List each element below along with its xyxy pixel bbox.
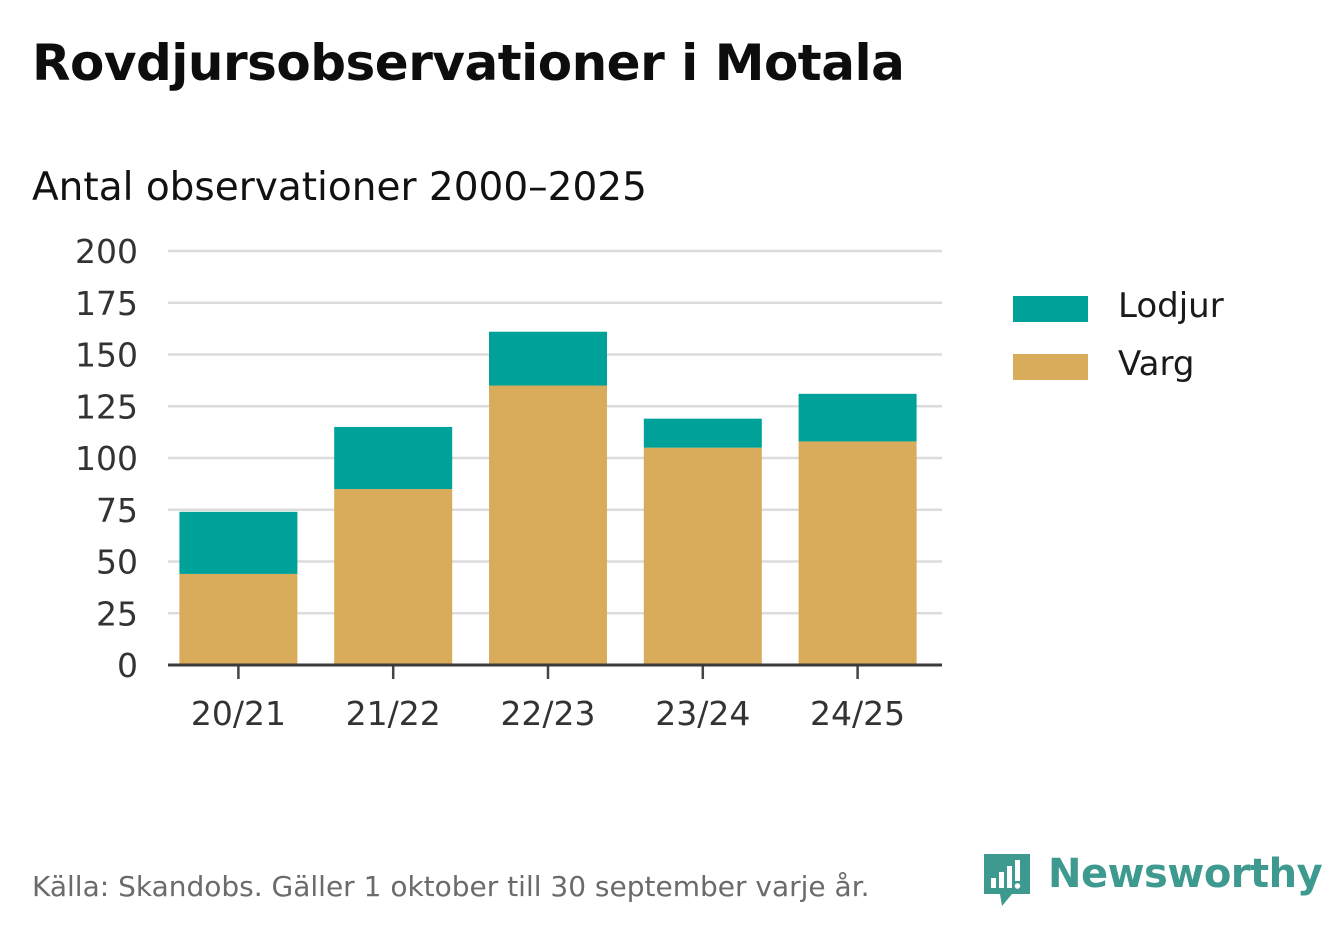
source-note: Källa: Skandobs. Gäller 1 oktober till 3… [32,870,870,903]
bar-varg-20-21 [179,573,298,665]
x-tick-label-23-24: 23/24 [655,694,750,733]
newsworthy-logo[interactable]: Newsworthy [980,850,1322,912]
x-tick-label-20-21: 20/21 [191,694,286,733]
bar-lodjur-22-23 [489,331,607,386]
y-tick-label-25: 25 [96,594,138,633]
x-tick-label-21-22: 21/22 [346,694,441,733]
bar-varg-24-25 [798,441,917,665]
y-tick-label-175: 175 [75,284,138,323]
y-tick-label-0: 0 [117,646,138,685]
legend-label-lodjur: Lodjur [1118,286,1224,326]
x-tick-label-22-23: 22/23 [500,694,595,733]
legend-swatch-lodjur [1013,296,1088,322]
newsworthy-logo-text: Newsworthy [1048,851,1322,897]
chart-subtitle: Antal observationer 2000–2025 [32,165,647,210]
legend-swatch-varg [1013,354,1088,380]
legend-label-varg: Varg [1118,344,1195,384]
y-tick-label-125: 125 [75,387,138,426]
newsworthy-logo-icon [984,854,1030,906]
y-tick-label-150: 150 [75,336,138,375]
bar-varg-21-22 [334,489,453,665]
chart-title: Rovdjursobservationer i Motala [32,34,905,92]
bar-lodjur-23-24 [643,418,762,448]
y-tick-label-100: 100 [75,439,138,478]
bar-varg-23-24 [643,447,762,665]
bar-varg-22-23 [489,385,607,665]
y-tick-label-200: 200 [75,232,138,271]
bar-lodjur-24-25 [798,393,917,442]
x-tick-label-24-25: 24/25 [810,694,905,733]
bar-lodjur-20-21 [179,511,298,574]
y-tick-label-75: 75 [96,491,138,530]
bar-lodjur-21-22 [334,426,453,490]
y-tick-label-50: 50 [96,543,138,582]
